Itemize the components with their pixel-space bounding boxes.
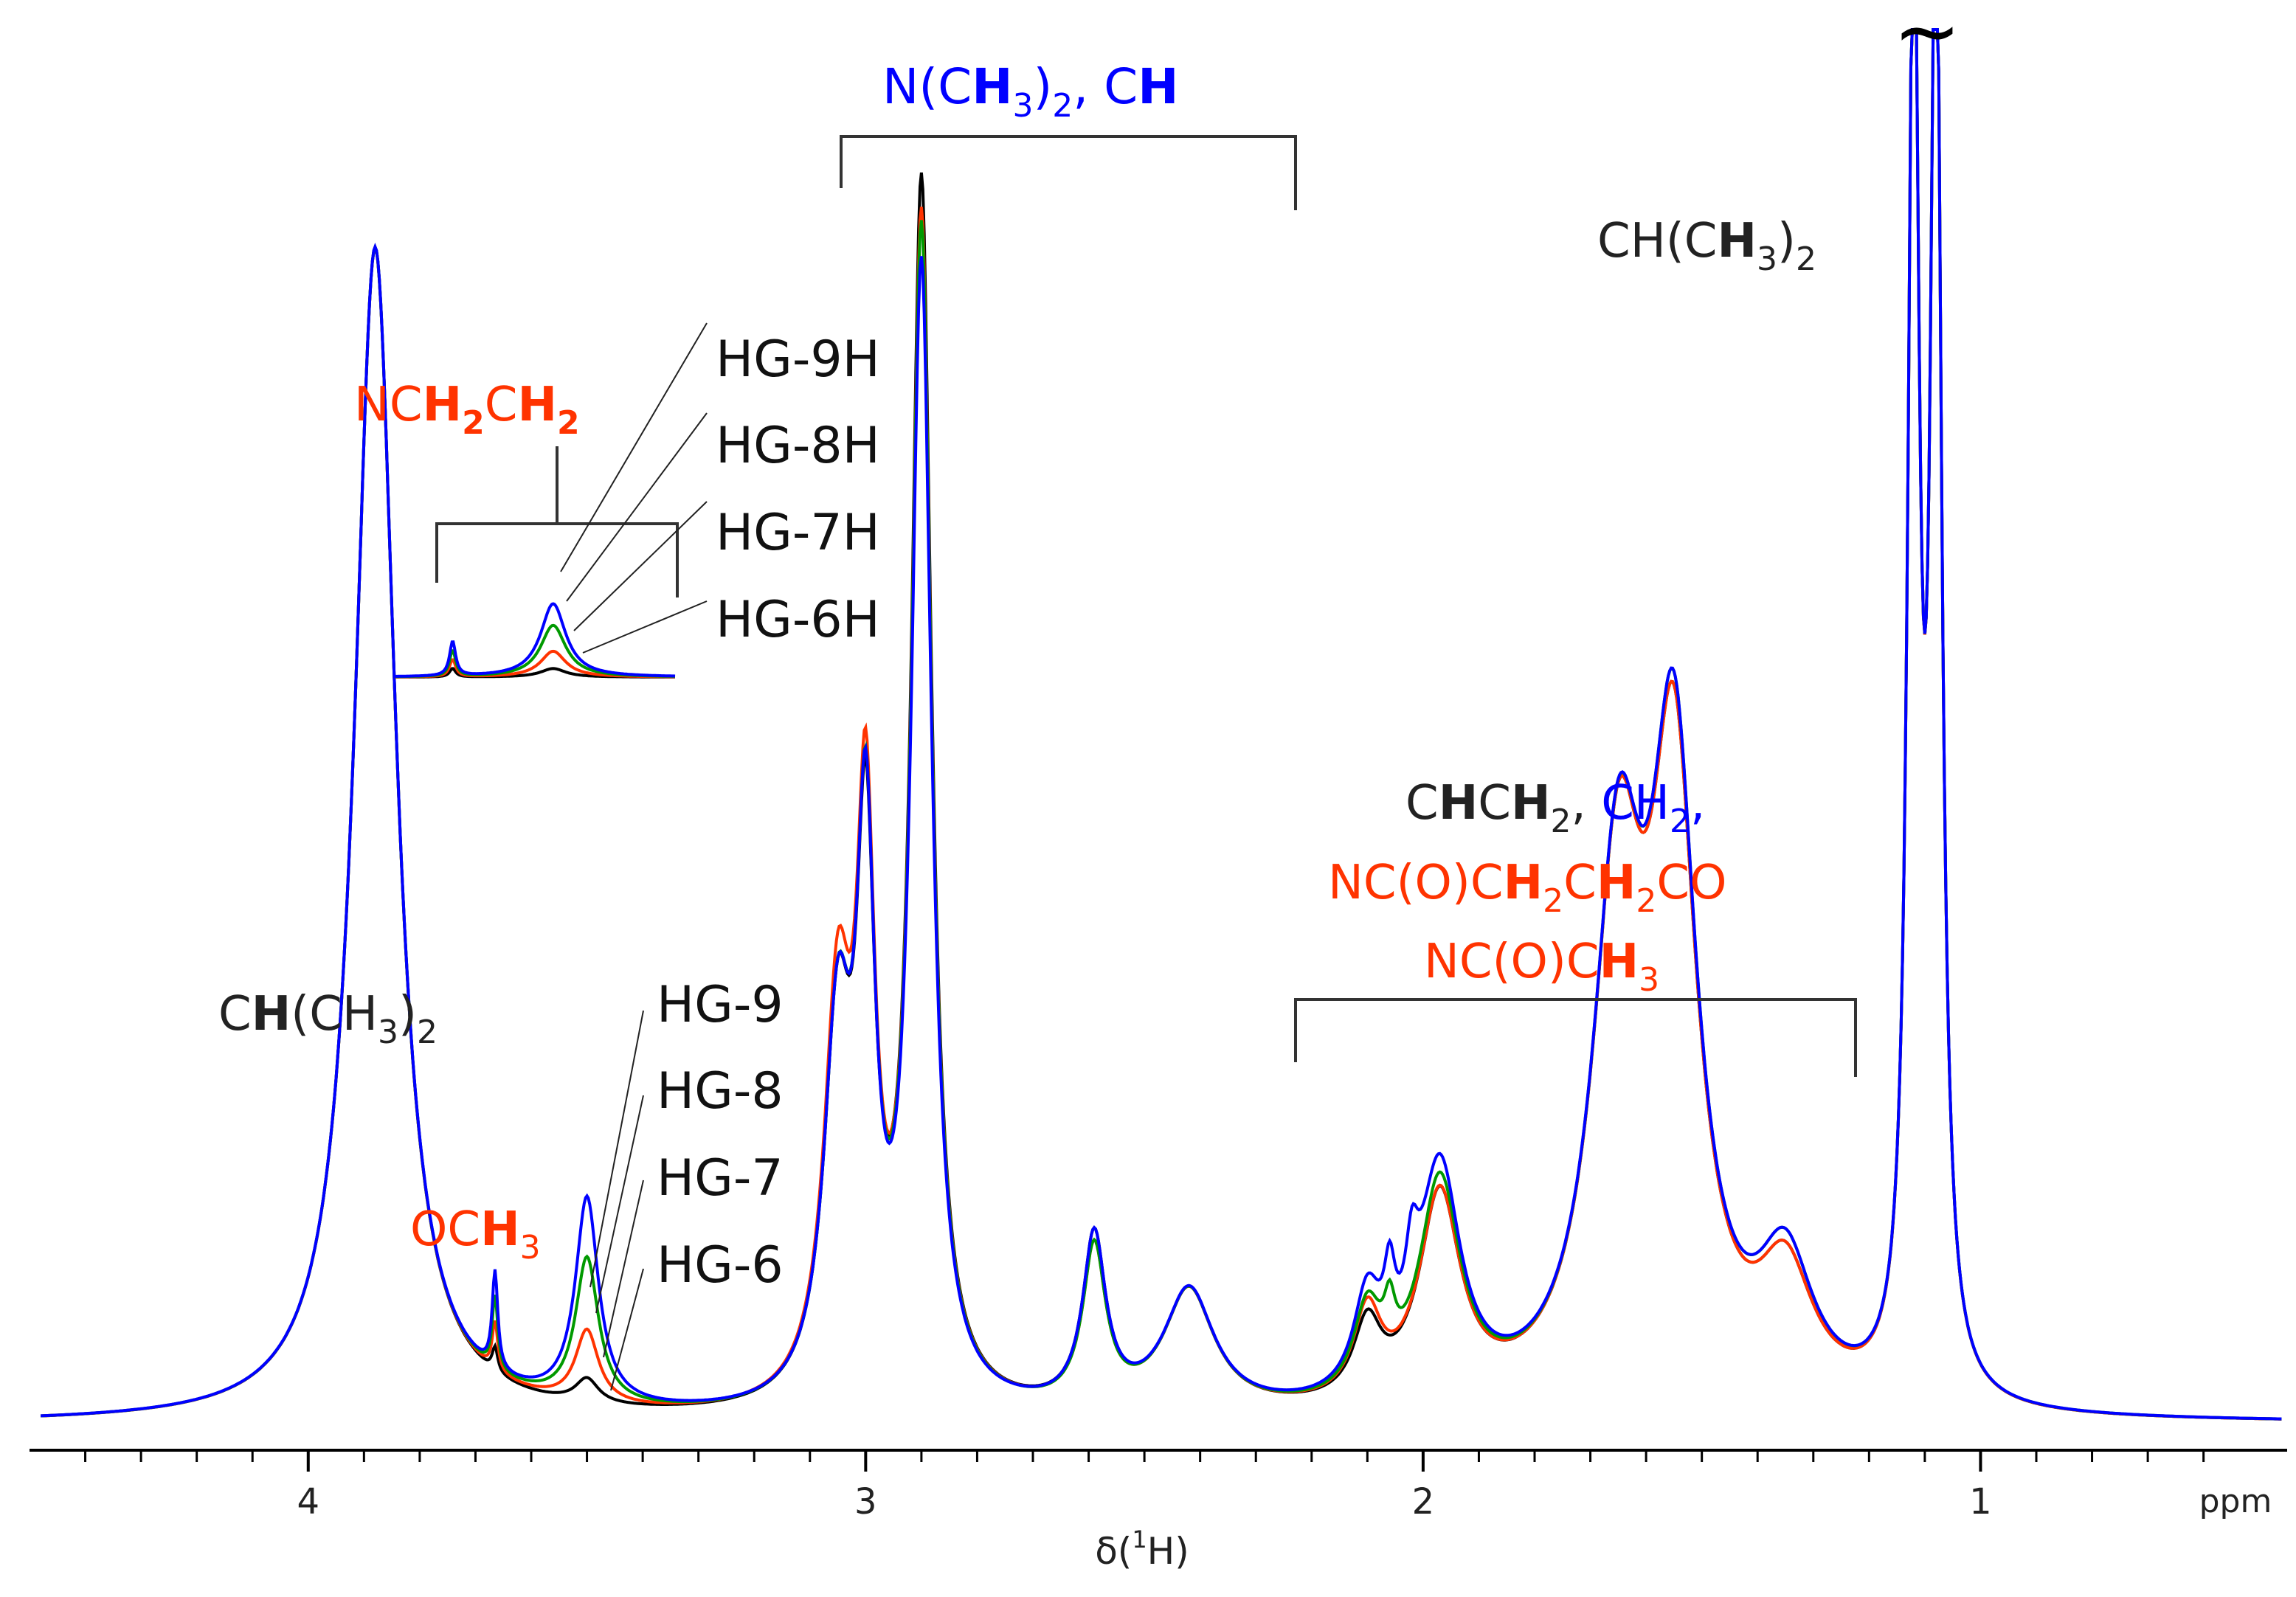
label-nme2-ch: N(CH3)2, CH [882,58,1179,125]
x-tick-label: 3 [854,1481,877,1522]
legend-top-hg7h: HG-7H [716,504,880,562]
label-nch2ch2: NCH2CH2 [354,378,580,442]
legend-bottom-hg9: HG-9 [657,976,784,1034]
spectrum-curves [40,28,2282,1421]
x-axis-minor-ticks [84,1450,2205,1462]
legend-top-hg9h: HG-9H [716,330,880,389]
x-axis-label: δ(1H) [1095,1525,1189,1573]
leader-hg9 [589,1010,644,1288]
inset-line-hg-8 [395,623,675,679]
legend-bottom-hg7: HG-7 [657,1149,784,1208]
legend-bottom: HG-9 HG-8 HG-7 HG-6 [589,976,784,1391]
x-axis-label-main: δ( [1095,1530,1132,1573]
series-line-hg-9 [40,28,2282,1421]
series-line-hg-6 [41,28,2282,1421]
leader-hg8 [595,1095,644,1314]
x-tick-label: 1 [1969,1481,1992,1522]
series-line-hg-7 [40,28,2282,1421]
series-line-hg-8 [41,28,2282,1421]
legend-bottom-hg6: HG-6 [657,1236,784,1295]
bracket-nme2 [840,135,1297,210]
x-tick-label: 4 [297,1481,320,1522]
axis-break-mark: ~ [1893,0,1961,78]
label-och3: OCH3 [410,1202,541,1267]
bracket-chch2 [1294,998,1857,1077]
leader-hg6h [582,600,708,654]
x-axis-label-tail: H) [1147,1530,1189,1573]
legend-bottom-hg8: HG-8 [657,1062,784,1120]
inset-line-hg-9 [395,602,676,678]
label-ch-iso: CH(CH3)2 [218,987,438,1051]
leader-hg8h [566,412,708,602]
bracket-nch2ch2 [435,446,679,597]
label-chch2-line2: NC(O)CH2CH2CO [1328,856,1726,920]
leader-hg9h [560,322,708,572]
label-ch-ch3-2-top: CH(CH3)2 [1597,214,1816,278]
x-axis-major-ticks: 4 3 2 1 [297,1450,1992,1522]
label-chch2-line3: NC(O)CH3 [1424,935,1659,999]
inset-expansion [395,602,676,679]
label-chch2-line1: CHCH2, CH2, [1405,776,1705,840]
leader-hg7 [603,1179,644,1358]
x-axis-label-sup: 1 [1132,1525,1147,1553]
x-tick-label: 2 [1412,1481,1435,1522]
legend-top-hg6h: HG-6H [716,591,880,649]
x-unit-label: ppm [2199,1483,2272,1520]
leader-hg6 [610,1268,644,1391]
leader-hg7h [573,501,708,631]
legend-top: HG-9H HG-8H HG-7H HG-6H [560,322,880,654]
legend-top-hg8h: HG-8H [716,417,880,475]
